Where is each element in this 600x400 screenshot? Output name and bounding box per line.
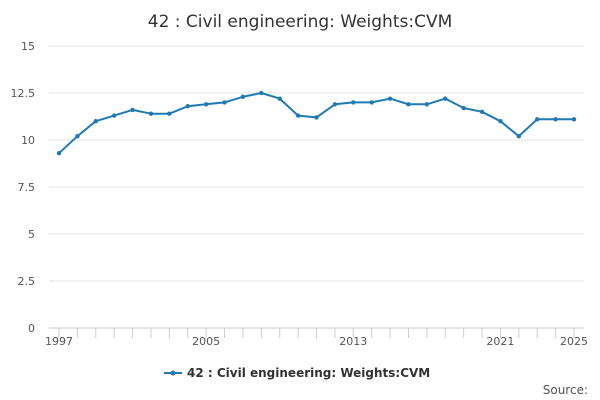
- x-tick-label: 2005: [192, 335, 220, 348]
- data-point[interactable]: [387, 96, 393, 101]
- data-point[interactable]: [535, 117, 540, 122]
- data-point[interactable]: [277, 96, 282, 101]
- data-point[interactable]: [332, 102, 338, 107]
- x-tick-label: 2021: [486, 335, 514, 348]
- data-point[interactable]: [222, 100, 227, 105]
- data-point[interactable]: [111, 113, 117, 118]
- y-tick-label: 2.5: [18, 275, 36, 288]
- y-axis-labels: 0 2.5 5 7.5 10 12.5 15: [11, 40, 36, 335]
- data-point[interactable]: [56, 150, 62, 156]
- data-point[interactable]: [130, 107, 135, 113]
- y-tick-label: 0: [28, 322, 35, 335]
- y-tick-label: 15: [21, 40, 35, 53]
- y-tick-label: 7.5: [18, 181, 36, 194]
- data-point[interactable]: [424, 102, 430, 107]
- x-tick-label: 2013: [339, 335, 367, 348]
- data-point[interactable]: [295, 113, 301, 118]
- data-point[interactable]: [553, 117, 558, 122]
- data-point[interactable]: [461, 105, 466, 111]
- chart-title: 42 : Civil engineering: Weights:CVM: [148, 12, 453, 32]
- data-point[interactable]: [259, 90, 264, 96]
- data-point[interactable]: [369, 100, 374, 105]
- data-point[interactable]: [93, 119, 98, 124]
- data-point[interactable]: [571, 117, 577, 122]
- data-point[interactable]: [75, 134, 80, 139]
- x-axis: 1997 2005 2013 2021 2025: [45, 327, 588, 348]
- y-tick-label: 12.5: [11, 87, 36, 100]
- y-tick-label: 5: [28, 228, 35, 241]
- data-point[interactable]: [167, 111, 172, 116]
- x-tick-label: 1997: [45, 335, 73, 348]
- data-point[interactable]: [148, 111, 154, 116]
- legend-label: 42 : Civil engineering: Weights:CVM: [187, 366, 430, 380]
- series-line: [58, 92, 574, 154]
- data-point[interactable]: [203, 102, 209, 107]
- data-point[interactable]: [351, 100, 356, 105]
- data-point[interactable]: [498, 119, 503, 124]
- data-point[interactable]: [240, 94, 246, 99]
- data-point[interactable]: [185, 103, 190, 109]
- data-point[interactable]: [443, 96, 448, 101]
- data-point[interactable]: [516, 134, 522, 139]
- data-point[interactable]: [479, 109, 485, 115]
- data-point[interactable]: [314, 115, 319, 120]
- x-tick-label: 2025: [560, 335, 588, 348]
- y-tick-label: 10: [21, 134, 35, 147]
- gridlines: [49, 45, 584, 282]
- source-label: Source:: [543, 383, 588, 397]
- legend-marker-swatch: [170, 370, 176, 376]
- series-layer: [56, 90, 577, 156]
- data-point[interactable]: [406, 102, 411, 107]
- legend[interactable]: 42 : Civil engineering: Weights:CVM: [164, 366, 430, 380]
